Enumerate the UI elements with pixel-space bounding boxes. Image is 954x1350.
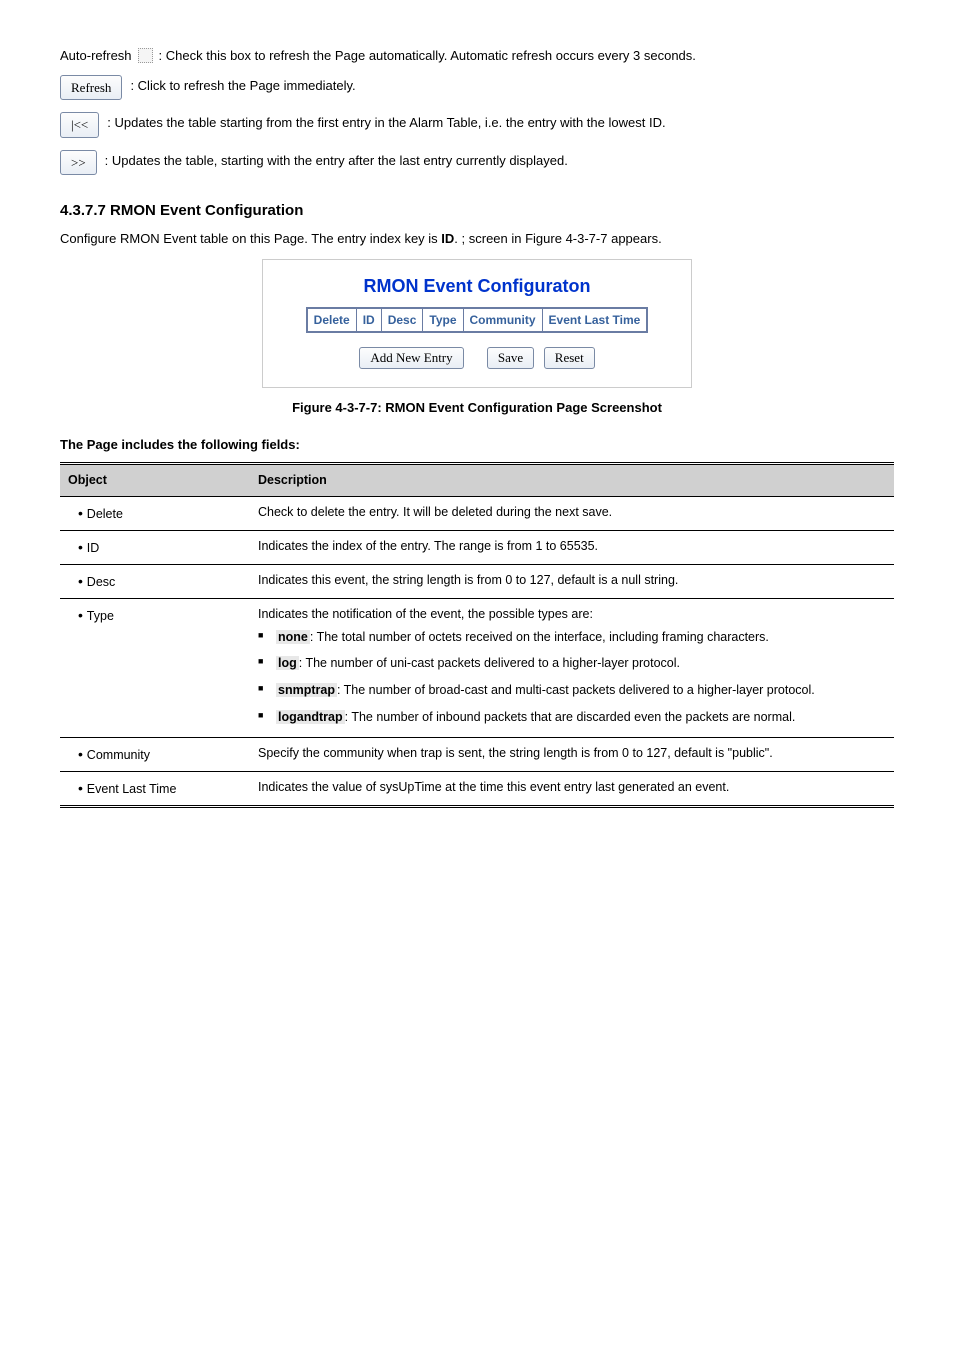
desc-type: Indicates the notification of the event,… [250,598,894,737]
table-row: ID Indicates the index of the entry. The… [60,530,894,564]
refresh-button[interactable]: Refresh [60,75,122,101]
config-table-header-row: Delete ID Desc Type Community Event Last… [307,308,648,332]
desc-desc: Indicates this event, the string length … [250,564,894,598]
table-row: Event Last Time Indicates the value of s… [60,771,894,806]
first-page-row: |<< : Updates the table starting from th… [60,109,894,141]
section-number: 4.3.7.7 [60,202,106,219]
col-desc: Desc [381,308,423,332]
param-header-row: Object Description [60,464,894,497]
section-intro: Configure RMON Event table on this Page.… [60,229,894,249]
table-row: Delete Check to delete the entry. It wil… [60,496,894,530]
desc-community: Specify the community when trap is sent,… [250,737,894,771]
obj-id: ID [68,541,99,555]
obj-eventlasttime: Event Last Time [68,782,176,796]
autorefresh-desc: : Check this box to refresh the Page aut… [159,46,696,66]
obj-community: Community [68,748,150,762]
autorefresh-label: Auto-refresh [60,46,132,66]
type-log: log: The number of uni-cast packets deli… [258,650,886,677]
section-heading: 4.3.7.7 RMON Event Configuration [60,202,894,219]
next-page-desc: : Updates the table, starting with the e… [105,151,894,171]
reset-button[interactable]: Reset [544,347,595,369]
col-id: ID [356,308,381,332]
obj-delete: Delete [68,507,123,521]
next-page-row: >> : Updates the table, starting with th… [60,147,894,179]
type-none: none: The total number of octets receive… [258,624,886,651]
add-new-entry-button[interactable]: Add New Entry [359,347,463,369]
table-row: Type Indicates the notification of the e… [60,598,894,737]
fields-intro: The Page includes the following fields: [60,435,894,455]
obj-type: Type [68,609,114,623]
refresh-row: Refresh : Click to refresh the Page imme… [60,72,894,104]
config-table: Delete ID Desc Type Community Event Last… [306,307,649,333]
desc-id: Indicates the index of the entry. The ra… [250,530,894,564]
table-row: Desc Indicates this event, the string le… [60,564,894,598]
first-page-desc: : Updates the table starting from the fi… [107,113,894,133]
col-delete: Delete [307,308,357,332]
save-button[interactable]: Save [487,347,534,369]
first-page-button[interactable]: |<< [60,112,99,138]
col-community: Community [463,308,542,332]
desc-delete: Check to delete the entry. It will be de… [250,496,894,530]
refresh-desc: : Click to refresh the Page immediately. [130,76,894,96]
param-head-description: Description [250,464,894,497]
col-type: Type [423,308,463,332]
type-snmptrap: snmptrap: The number of broad-cast and m… [258,677,886,704]
panel-title: RMON Event Configuraton [283,270,671,307]
param-head-object: Object [60,464,250,497]
panel-button-row: Add New Entry Save Reset [283,347,671,369]
obj-desc: Desc [68,575,115,589]
section-title: RMON Event Configuration [110,202,303,219]
col-event-last-time: Event Last Time [542,308,647,332]
autorefresh-checkbox-icon[interactable] [138,48,153,63]
desc-eventlasttime: Indicates the value of sysUpTime at the … [250,771,894,806]
autorefresh-row: Auto-refresh : Check this box to refresh… [60,46,894,66]
table-row: Community Specify the community when tra… [60,737,894,771]
type-logandtrap: logandtrap: The number of inbound packet… [258,704,886,731]
next-page-button[interactable]: >> [60,150,97,176]
param-table: Object Description Delete Check to delet… [60,462,894,808]
figure-caption: Figure 4-3-7-7: RMON Event Configuration… [60,400,894,415]
figure-panel: RMON Event Configuraton Delete ID Desc T… [262,259,692,388]
